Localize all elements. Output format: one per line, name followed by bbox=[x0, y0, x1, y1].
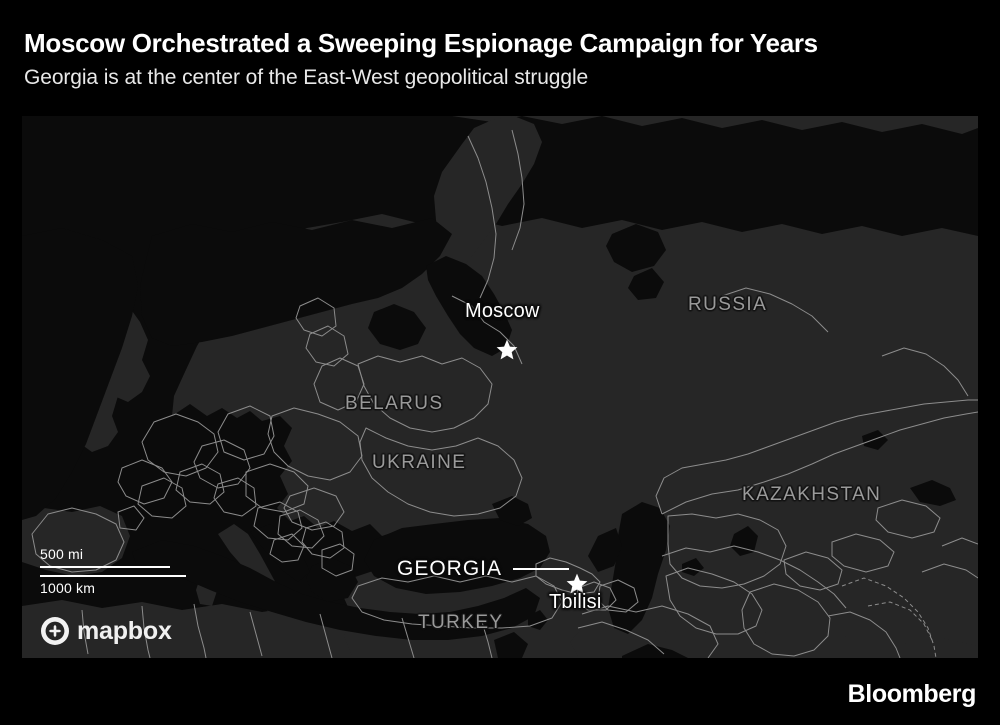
georgia-leader-line bbox=[513, 568, 569, 570]
mapbox-wordmark: mapbox bbox=[77, 616, 172, 645]
map-container[interactable]: .land { fill: #262626; } .water { fill: … bbox=[22, 116, 978, 658]
page-subtitle: Georgia is at the center of the East-Wes… bbox=[24, 66, 589, 89]
map-basemap: .land { fill: #262626; } .water { fill: … bbox=[22, 116, 978, 658]
header: Moscow Orchestrated a Sweeping Espionage… bbox=[0, 0, 1000, 116]
scale-km-bar bbox=[40, 575, 186, 577]
scale-km-label: 1000 km bbox=[40, 580, 96, 596]
map-scale-bar: 500 mi 1000 km bbox=[40, 546, 186, 597]
mapbox-logo-icon bbox=[41, 617, 69, 645]
star-marker-tbilisi bbox=[566, 573, 588, 594]
scale-miles-label: 500 mi bbox=[40, 546, 84, 562]
scale-miles-bar bbox=[40, 566, 170, 568]
footer: Bloomberg bbox=[0, 658, 1000, 725]
bloomberg-logo: Bloomberg bbox=[847, 680, 977, 708]
mapbox-attribution[interactable]: mapbox bbox=[40, 616, 172, 646]
page-title: Moscow Orchestrated a Sweeping Espionage… bbox=[24, 28, 818, 58]
star-marker-moscow bbox=[496, 339, 518, 360]
